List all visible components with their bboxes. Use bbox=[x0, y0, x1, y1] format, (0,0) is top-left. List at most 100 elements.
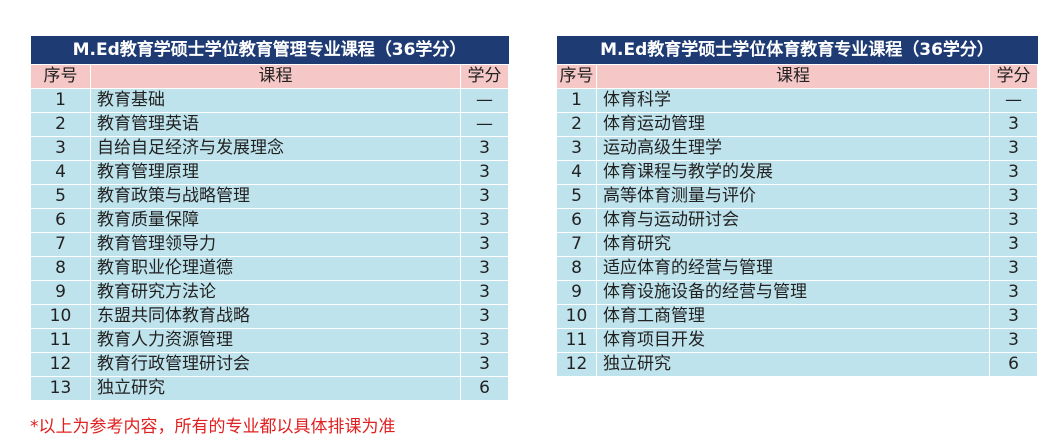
table-row: 4 教育管理原理 3 bbox=[30, 160, 510, 185]
course-credits: 3 bbox=[988, 328, 1039, 353]
course-name: 教育质量保障 bbox=[90, 208, 461, 233]
course-credits: 3 bbox=[988, 256, 1039, 281]
table-row: 12 教育行政管理研讨会 3 bbox=[30, 352, 510, 377]
row-number: 7 bbox=[556, 232, 597, 257]
table-row: 3 运动高级生理学 3 bbox=[556, 136, 1039, 161]
course-credits: 3 bbox=[988, 280, 1039, 305]
course-name: 教育人力资源管理 bbox=[90, 328, 461, 353]
course-credits: — bbox=[459, 112, 510, 137]
course-name: 体育科学 bbox=[596, 88, 990, 113]
course-credits: 3 bbox=[459, 184, 510, 209]
table-row: 2 体育运动管理 3 bbox=[556, 112, 1039, 137]
table-title: M.Ed教育学硕士学位体育教育专业课程（36学分） bbox=[556, 36, 1038, 65]
table-row: 11 体育项目开发 3 bbox=[556, 328, 1039, 353]
course-credits: 3 bbox=[988, 232, 1039, 257]
course-credits: 6 bbox=[988, 352, 1039, 377]
education-management-course-table: M.Ed教育学硕士学位教育管理专业课程（36学分） 序号 课程 学分 1 教育基础… bbox=[30, 36, 510, 401]
table-row: 3 自给自足经济与发展理念 3 bbox=[30, 136, 510, 161]
course-credits: 3 bbox=[459, 160, 510, 185]
table-row: 6 体育与运动研讨会 3 bbox=[556, 208, 1039, 233]
course-name: 教育行政管理研讨会 bbox=[90, 352, 461, 377]
header-course: 课程 bbox=[90, 64, 461, 89]
table-row: 8 适应体育的经营与管理 3 bbox=[556, 256, 1039, 281]
table-row: 2 教育管理英语 — bbox=[30, 112, 510, 137]
table-row: 10 体育工商管理 3 bbox=[556, 304, 1039, 329]
row-number: 10 bbox=[30, 304, 91, 329]
row-number: 4 bbox=[30, 160, 91, 185]
course-name: 适应体育的经营与管理 bbox=[596, 256, 990, 281]
course-credits: 3 bbox=[988, 136, 1039, 161]
course-name: 体育设施设备的经营与管理 bbox=[596, 280, 990, 305]
course-credits: 3 bbox=[459, 280, 510, 305]
course-credits: 3 bbox=[459, 208, 510, 233]
table-title: M.Ed教育学硕士学位教育管理专业课程（36学分） bbox=[30, 36, 509, 65]
course-credits: 3 bbox=[988, 208, 1039, 233]
course-credits: 3 bbox=[459, 352, 510, 377]
table-row: 10 东盟共同体教育战略 3 bbox=[30, 304, 510, 329]
course-credits: — bbox=[988, 88, 1039, 113]
table-row: 7 体育研究 3 bbox=[556, 232, 1039, 257]
row-number: 2 bbox=[556, 112, 597, 137]
row-number: 12 bbox=[556, 352, 597, 377]
course-name: 高等体育测量与评价 bbox=[596, 184, 990, 209]
course-name: 体育运动管理 bbox=[596, 112, 990, 137]
row-number: 11 bbox=[30, 328, 91, 353]
course-credits: 3 bbox=[459, 304, 510, 329]
row-number: 1 bbox=[556, 88, 597, 113]
table-row: 6 教育质量保障 3 bbox=[30, 208, 510, 233]
course-name: 自给自足经济与发展理念 bbox=[90, 136, 461, 161]
row-number: 13 bbox=[30, 376, 91, 401]
table-row: 5 教育政策与战略管理 3 bbox=[30, 184, 510, 209]
course-name: 东盟共同体教育战略 bbox=[90, 304, 461, 329]
course-credits: 3 bbox=[459, 232, 510, 257]
header-no: 序号 bbox=[30, 64, 91, 89]
course-name: 教育研究方法论 bbox=[90, 280, 461, 305]
row-number: 3 bbox=[30, 136, 91, 161]
course-name: 教育职业伦理道德 bbox=[90, 256, 461, 281]
table-row: 1 教育基础 — bbox=[30, 88, 510, 113]
row-number: 2 bbox=[30, 112, 91, 137]
course-credits: 3 bbox=[459, 256, 510, 281]
course-name: 体育研究 bbox=[596, 232, 990, 257]
table-row: 13 独立研究 6 bbox=[30, 376, 510, 401]
pe-education-course-table: M.Ed教育学硕士学位体育教育专业课程（36学分） 序号 课程 学分 1 体育科学… bbox=[556, 36, 1039, 377]
course-name: 体育工商管理 bbox=[596, 304, 990, 329]
row-number: 5 bbox=[30, 184, 91, 209]
course-name: 教育政策与战略管理 bbox=[90, 184, 461, 209]
course-name: 教育管理领导力 bbox=[90, 232, 461, 257]
row-number: 6 bbox=[30, 208, 91, 233]
table-row: 11 教育人力资源管理 3 bbox=[30, 328, 510, 353]
table-row: 8 教育职业伦理道德 3 bbox=[30, 256, 510, 281]
course-name: 独立研究 bbox=[90, 376, 461, 401]
course-credits: 3 bbox=[988, 304, 1039, 329]
course-name: 运动高级生理学 bbox=[596, 136, 990, 161]
header-no: 序号 bbox=[556, 64, 597, 89]
table-row: 12 独立研究 6 bbox=[556, 352, 1039, 377]
row-number: 6 bbox=[556, 208, 597, 233]
row-number: 3 bbox=[556, 136, 597, 161]
header-course: 课程 bbox=[596, 64, 990, 89]
table-row: 9 体育设施设备的经营与管理 3 bbox=[556, 280, 1039, 305]
row-number: 5 bbox=[556, 184, 597, 209]
course-credits: 6 bbox=[459, 376, 510, 401]
course-credits: 3 bbox=[988, 112, 1039, 137]
course-credits: 3 bbox=[988, 160, 1039, 185]
header-credits: 学分 bbox=[988, 64, 1039, 89]
row-number: 8 bbox=[30, 256, 91, 281]
table-row: 5 高等体育测量与评价 3 bbox=[556, 184, 1039, 209]
course-credits: — bbox=[459, 88, 510, 113]
course-name: 体育课程与教学的发展 bbox=[596, 160, 990, 185]
row-number: 1 bbox=[30, 88, 91, 113]
row-number: 12 bbox=[30, 352, 91, 377]
row-number: 9 bbox=[30, 280, 91, 305]
course-credits: 3 bbox=[988, 184, 1039, 209]
course-credits: 3 bbox=[459, 136, 510, 161]
table-row: 7 教育管理领导力 3 bbox=[30, 232, 510, 257]
footnote: *以上为参考内容，所有的专业都以具体排课为准 bbox=[30, 417, 396, 437]
course-credits: 3 bbox=[459, 328, 510, 353]
course-name: 独立研究 bbox=[596, 352, 990, 377]
course-name: 体育项目开发 bbox=[596, 328, 990, 353]
row-number: 8 bbox=[556, 256, 597, 281]
row-number: 10 bbox=[556, 304, 597, 329]
course-name: 教育管理原理 bbox=[90, 160, 461, 185]
